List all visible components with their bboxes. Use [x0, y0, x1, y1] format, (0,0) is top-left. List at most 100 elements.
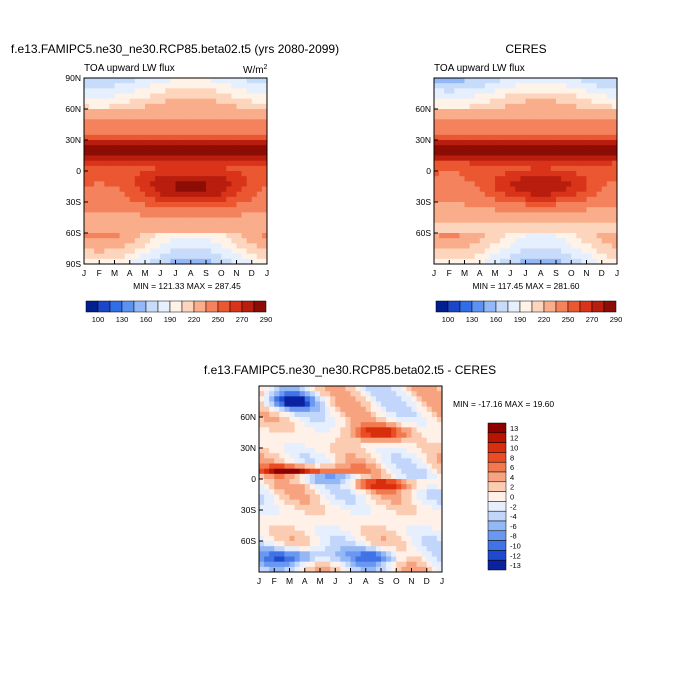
field-cell — [155, 243, 161, 249]
field-cell — [576, 243, 582, 249]
field-cell — [449, 114, 455, 120]
field-cell — [431, 525, 438, 532]
field-cell — [596, 207, 603, 213]
field-cell — [489, 196, 496, 203]
field-cell — [391, 499, 397, 506]
field-cell — [99, 129, 105, 136]
field-cell — [510, 129, 516, 136]
field-cell — [411, 453, 417, 459]
field-cell — [150, 93, 156, 100]
panel-model-title: f.e13.FAMIPC5.ne30_ne30.RCP85.beta02.t5 … — [11, 42, 339, 56]
field-cell — [114, 119, 120, 125]
field-cell — [591, 248, 598, 255]
field-cell — [145, 253, 151, 260]
field-cell — [139, 196, 146, 203]
field-cell — [586, 253, 592, 260]
field-cell — [416, 427, 423, 433]
field-cell — [314, 499, 321, 506]
field-cell — [484, 253, 491, 260]
field-cell — [345, 566, 351, 573]
field-cell — [515, 176, 521, 182]
field-cell — [489, 207, 496, 213]
field-cell — [479, 129, 486, 136]
field-cell — [556, 155, 562, 162]
field-cell — [236, 150, 242, 156]
field-cell — [104, 134, 110, 141]
field-cell — [469, 124, 476, 131]
field-cell — [261, 88, 268, 94]
y-tick-label: 0 — [76, 166, 81, 176]
field-cell — [299, 484, 306, 490]
field-cell — [175, 186, 181, 193]
field-cell — [216, 196, 222, 203]
field-cell — [294, 458, 301, 464]
field-cell — [489, 98, 496, 105]
field-cell — [355, 561, 362, 568]
field-cell — [474, 150, 481, 156]
field-cell — [401, 525, 407, 532]
field-cell — [535, 191, 542, 198]
field-cell — [525, 103, 531, 110]
field-cell — [421, 417, 428, 423]
field-cell — [391, 417, 397, 423]
field-cell — [94, 145, 100, 151]
field-cell — [545, 150, 552, 156]
field-cell — [185, 253, 192, 260]
field-cell — [586, 212, 592, 218]
field-cell — [345, 530, 351, 537]
field-cell — [231, 129, 237, 136]
field-cell — [611, 258, 618, 265]
colorbar-label: -10 — [510, 542, 521, 551]
field-cell — [256, 227, 263, 234]
field-cell — [139, 238, 146, 244]
field-cell — [261, 227, 268, 234]
field-cell — [145, 176, 151, 182]
colorbar-label: -13 — [510, 561, 521, 570]
field-cell — [556, 171, 562, 177]
field-cell — [495, 93, 501, 100]
field-cell — [510, 222, 516, 229]
field-cell — [426, 473, 433, 480]
field-cell — [299, 396, 306, 402]
field-cell — [355, 427, 362, 433]
colorbar-box — [483, 300, 497, 313]
colorbar-label: -4 — [510, 512, 517, 521]
x-tick-label: F — [272, 576, 277, 586]
field-cell — [601, 196, 608, 203]
field-cell — [299, 473, 306, 480]
field-cell — [340, 494, 346, 501]
field-cell — [561, 88, 567, 94]
field-cell — [500, 207, 506, 213]
field-cell — [426, 535, 433, 542]
field-cell — [119, 248, 126, 255]
field-cell — [294, 422, 301, 428]
field-cell — [309, 494, 316, 501]
field-cell — [571, 119, 577, 125]
field-cell — [165, 150, 171, 156]
field-cell — [294, 442, 301, 449]
field-cell — [145, 227, 151, 234]
field-cell — [309, 479, 316, 485]
field-cell — [396, 401, 402, 408]
field-cell — [119, 191, 126, 198]
field-cell — [134, 222, 141, 229]
field-cell — [180, 196, 187, 203]
field-cell — [335, 561, 341, 568]
field-cell — [540, 212, 547, 218]
field-cell — [406, 401, 412, 408]
field-cell — [261, 103, 268, 110]
field-cell — [274, 448, 280, 454]
field-cell — [155, 98, 161, 105]
field-cell — [134, 227, 141, 234]
field-cell — [449, 78, 455, 84]
field-cell — [289, 411, 295, 418]
field-cell — [464, 78, 470, 84]
field-cell — [185, 109, 192, 115]
field-cell — [185, 140, 192, 146]
field-cell — [436, 525, 443, 532]
field-cell — [304, 504, 311, 511]
field-cell — [406, 411, 412, 418]
field-cell — [489, 129, 496, 136]
x-tick-label: F — [447, 268, 452, 278]
